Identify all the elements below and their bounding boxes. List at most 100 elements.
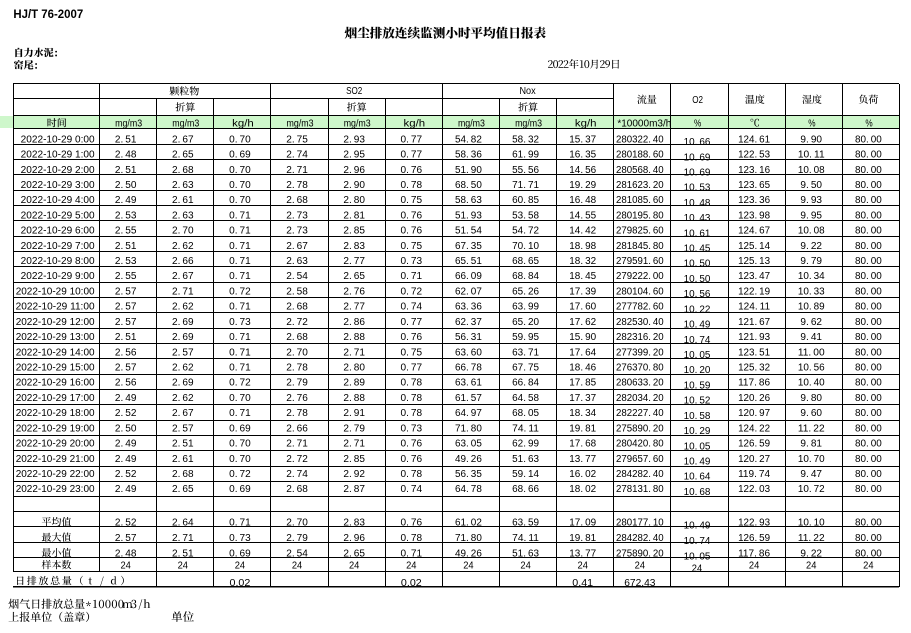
svg-text:2. 72: 2. 72 bbox=[286, 317, 308, 328]
svg-text:54. 82: 54. 82 bbox=[455, 134, 482, 145]
svg-text:2. 74: 2. 74 bbox=[286, 469, 308, 480]
svg-text:10. 05: 10. 05 bbox=[684, 350, 711, 361]
svg-text:2022-10-29 0:00: 2022-10-29 0:00 bbox=[21, 134, 95, 145]
svg-text:SO2: SO2 bbox=[346, 86, 363, 97]
svg-text:117. 86: 117. 86 bbox=[738, 549, 770, 560]
svg-text:19. 81: 19. 81 bbox=[569, 533, 596, 544]
svg-text:2. 76: 2. 76 bbox=[343, 286, 365, 297]
svg-text:0. 70: 0. 70 bbox=[229, 180, 251, 191]
svg-text:51. 63: 51. 63 bbox=[512, 549, 539, 560]
svg-text:2. 80: 2. 80 bbox=[343, 195, 365, 206]
svg-text:125. 13: 125. 13 bbox=[738, 256, 770, 267]
svg-text:10. 68: 10. 68 bbox=[684, 487, 711, 498]
svg-text:68. 05: 68. 05 bbox=[512, 408, 539, 419]
svg-text:122. 19: 122. 19 bbox=[738, 286, 770, 297]
svg-text:2. 83: 2. 83 bbox=[343, 241, 365, 252]
svg-text:2022-10-29 9:00: 2022-10-29 9:00 bbox=[21, 271, 95, 282]
svg-text:49. 26: 49. 26 bbox=[455, 549, 482, 560]
svg-text:61. 57: 61. 57 bbox=[455, 393, 482, 404]
svg-text:80. 00: 80. 00 bbox=[855, 180, 882, 191]
svg-text:2. 63: 2. 63 bbox=[172, 180, 194, 191]
svg-text:16. 48: 16. 48 bbox=[569, 195, 596, 206]
svg-text:80. 00: 80. 00 bbox=[855, 423, 882, 434]
svg-text:125. 14: 125. 14 bbox=[738, 241, 770, 252]
svg-text:2. 79: 2. 79 bbox=[286, 378, 308, 389]
svg-text:2. 88: 2. 88 bbox=[343, 332, 365, 343]
svg-text:66. 84: 66. 84 bbox=[512, 378, 539, 389]
svg-text:10. 05: 10. 05 bbox=[684, 551, 711, 562]
svg-text:17. 64: 17. 64 bbox=[569, 347, 596, 358]
svg-text:276370. 80: 276370. 80 bbox=[616, 363, 664, 374]
svg-text:66. 78: 66. 78 bbox=[455, 363, 482, 374]
svg-text:11. 00: 11. 00 bbox=[798, 347, 825, 358]
svg-text:2. 77: 2. 77 bbox=[343, 302, 365, 313]
svg-text:64. 97: 64. 97 bbox=[455, 408, 482, 419]
svg-text:2. 68: 2. 68 bbox=[286, 302, 308, 313]
svg-text:2. 79: 2. 79 bbox=[286, 533, 308, 544]
svg-text:275890. 20: 275890. 20 bbox=[616, 423, 664, 434]
svg-text:2022-10-29 1:00: 2022-10-29 1:00 bbox=[21, 150, 95, 161]
svg-text:10. 50: 10. 50 bbox=[684, 274, 711, 285]
svg-text:2. 67: 2. 67 bbox=[286, 241, 308, 252]
svg-text:2. 70: 2. 70 bbox=[286, 347, 308, 358]
svg-text:2. 77: 2. 77 bbox=[343, 256, 365, 267]
svg-text:80. 00: 80. 00 bbox=[855, 454, 882, 465]
svg-text:0. 76: 0. 76 bbox=[401, 226, 423, 237]
svg-text:10. 49: 10. 49 bbox=[684, 520, 711, 531]
svg-text:2. 87: 2. 87 bbox=[343, 484, 365, 495]
svg-text:279222. 00: 279222. 00 bbox=[616, 271, 664, 282]
svg-text:2022-10-29 21:00: 2022-10-29 21:00 bbox=[16, 454, 95, 465]
svg-text:2. 79: 2. 79 bbox=[343, 423, 365, 434]
svg-text:2. 86: 2. 86 bbox=[343, 317, 365, 328]
svg-text:120. 27: 120. 27 bbox=[738, 454, 770, 465]
svg-text:2. 48: 2. 48 bbox=[115, 549, 137, 560]
svg-text:2. 65: 2. 65 bbox=[172, 150, 194, 161]
svg-text:18. 34: 18. 34 bbox=[569, 408, 596, 419]
svg-text:122. 53: 122. 53 bbox=[738, 150, 770, 161]
svg-text:284282. 40: 284282. 40 bbox=[616, 533, 664, 544]
svg-text:14. 42: 14. 42 bbox=[569, 226, 596, 237]
svg-text:2. 78: 2. 78 bbox=[286, 408, 308, 419]
svg-text:0. 71: 0. 71 bbox=[229, 408, 251, 419]
svg-text:2. 69: 2. 69 bbox=[172, 332, 194, 343]
svg-text:62. 07: 62. 07 bbox=[455, 286, 482, 297]
svg-text:10. 50: 10. 50 bbox=[684, 259, 711, 270]
svg-text:2. 57: 2. 57 bbox=[172, 423, 194, 434]
svg-text:124. 61: 124. 61 bbox=[738, 134, 770, 145]
svg-text:63. 05: 63. 05 bbox=[455, 439, 482, 450]
svg-text:282227. 40: 282227. 40 bbox=[616, 408, 664, 419]
svg-text:0. 77: 0. 77 bbox=[401, 363, 423, 374]
svg-text:2. 57: 2. 57 bbox=[115, 363, 137, 374]
svg-text:2. 64: 2. 64 bbox=[172, 518, 194, 529]
svg-text:277399. 20: 277399. 20 bbox=[616, 347, 664, 358]
svg-text:0. 78: 0. 78 bbox=[401, 408, 423, 419]
svg-text:O2: O2 bbox=[692, 95, 703, 106]
svg-text:68. 65: 68. 65 bbox=[512, 256, 539, 267]
svg-text:2. 49: 2. 49 bbox=[115, 393, 137, 404]
svg-text:80. 00: 80. 00 bbox=[855, 134, 882, 145]
svg-text:kg/h: kg/h bbox=[575, 119, 597, 130]
svg-text:0. 71: 0. 71 bbox=[401, 271, 423, 282]
svg-text:80. 00: 80. 00 bbox=[855, 533, 882, 544]
svg-text:63. 36: 63. 36 bbox=[455, 302, 482, 313]
svg-text:59. 95: 59. 95 bbox=[512, 332, 539, 343]
svg-text:2. 76: 2. 76 bbox=[286, 393, 308, 404]
svg-text:%: % bbox=[808, 119, 815, 130]
svg-text:124. 22: 124. 22 bbox=[738, 423, 770, 434]
svg-text:123. 36: 123. 36 bbox=[738, 195, 770, 206]
svg-text:0. 69: 0. 69 bbox=[229, 150, 251, 161]
svg-text:64. 58: 64. 58 bbox=[512, 393, 539, 404]
svg-text:58. 63: 58. 63 bbox=[455, 195, 482, 206]
svg-text:70. 10: 70. 10 bbox=[512, 241, 539, 252]
svg-text:0. 70: 0. 70 bbox=[229, 439, 251, 450]
svg-text:mg/m3: mg/m3 bbox=[458, 119, 485, 130]
svg-text:2. 88: 2. 88 bbox=[343, 393, 365, 404]
svg-text:0. 71: 0. 71 bbox=[229, 210, 251, 221]
svg-text:63. 71: 63. 71 bbox=[512, 347, 539, 358]
svg-text:2. 50: 2. 50 bbox=[115, 180, 137, 191]
svg-text:80. 00: 80. 00 bbox=[855, 363, 882, 374]
svg-text:74. 11: 74. 11 bbox=[512, 423, 539, 434]
svg-text:2. 73: 2. 73 bbox=[286, 226, 308, 237]
svg-text:16. 02: 16. 02 bbox=[569, 469, 596, 480]
svg-text:123. 65: 123. 65 bbox=[738, 180, 770, 191]
